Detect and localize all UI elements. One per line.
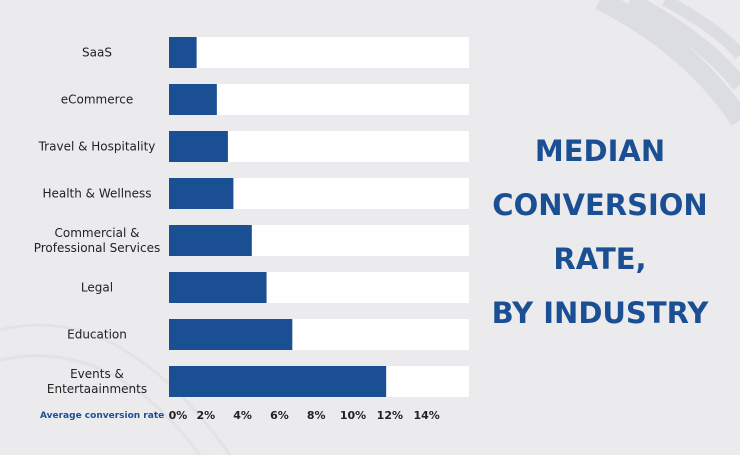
chart-title-line-3: RATE, [553,242,647,276]
x-tick-label: 10% [340,409,366,422]
category-label: eCommerce [61,93,134,107]
x-tick-label: 12% [377,409,403,422]
x-tick-label: 0% [169,409,188,422]
chart-title-line-4: BY INDUSTRY [491,296,709,330]
bar [169,178,234,209]
x-tick-label: 6% [270,409,289,422]
x-tick-label: 4% [233,409,252,422]
category-label: Travel & Hospitality [38,140,156,154]
bar [169,319,293,350]
bar [169,272,267,303]
x-tick-label: 8% [307,409,326,422]
category-label: Commercial & [55,226,140,240]
bar [169,84,217,115]
x-axis-ticks: 0% 2% 4% 6% 8% 10% 12% 14% [169,409,440,422]
category-label: Legal [81,281,113,295]
chart-title-line-1: MEDIAN [534,134,666,168]
category-label: Education [67,328,127,342]
x-axis-title: Average conversion rate [40,411,164,421]
bar [169,131,228,162]
bar [169,37,197,68]
category-label: Health & Wellness [42,187,151,201]
chart-title-line-2: CONVERSION [492,188,708,222]
category-label: SaaS [82,46,112,60]
bar-track [169,84,469,115]
category-label: Professional Services [34,241,161,255]
category-label: Events & [70,367,124,381]
bar [169,366,387,397]
category-labels: SaaS eCommerce Travel & Hospitality Health … [34,46,161,397]
chart-title: MEDIAN CONVERSION RATE, BY INDUSTRY [470,124,730,340]
category-label: Entertaainments [47,382,147,396]
x-tick-label: 2% [196,409,215,422]
x-tick-label: 14% [413,409,439,422]
bar [169,225,252,256]
bars [169,37,387,397]
bar-track [169,37,469,68]
